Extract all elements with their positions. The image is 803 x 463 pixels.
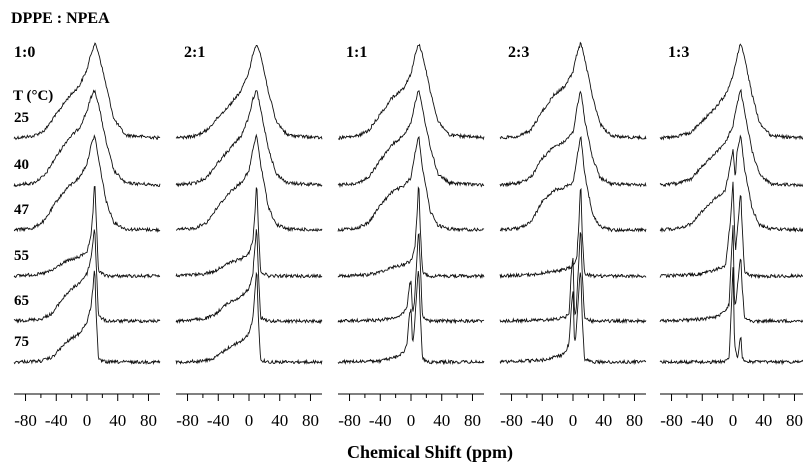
spectrum-line-25 xyxy=(659,43,803,141)
temperature-label-75: 75 xyxy=(14,334,29,350)
temperature-labels: 25 40 47 55 65 75 xyxy=(14,110,30,350)
x-tick-label: -40 xyxy=(369,411,392,430)
spectrum-line-65 xyxy=(13,229,161,324)
spectrum-line-75 xyxy=(13,270,161,366)
temperature-label-40: 40 xyxy=(14,157,29,173)
spectrum-line-47 xyxy=(499,135,647,233)
panel-ratio-label: 1:3 xyxy=(668,44,689,61)
spectrum-line-47 xyxy=(337,135,485,233)
spectrum-line-75 xyxy=(337,270,485,366)
spectrum-line-25 xyxy=(13,42,161,141)
spectrum-line-65 xyxy=(499,232,647,325)
x-axis-label: Chemical Shift (ppm) xyxy=(347,442,513,463)
spectrum-line-40 xyxy=(175,90,323,188)
spectrum-line-55 xyxy=(175,187,323,279)
x-tick-label: 80 xyxy=(140,411,157,430)
spectrum-line-55 xyxy=(13,185,161,279)
spectrum-line-75 xyxy=(659,267,803,366)
x-tick-label: 40 xyxy=(271,411,288,430)
spectra-panels: 1:0 -80 -40 0 40 80 2:1 -80 -40 0 40 80 1:1 -80 -40 0 40… xyxy=(13,41,803,430)
spectrum-line-47 xyxy=(13,134,161,234)
x-tick-label: 40 xyxy=(755,411,772,430)
temperature-column-header: T (°C) xyxy=(13,88,53,104)
x-tick-label: 0 xyxy=(245,411,254,430)
panel-1-0: 1:0 -80 -40 0 40 80 xyxy=(13,42,161,430)
x-tick-label: 40 xyxy=(433,411,450,430)
panel-1-1: 1:1 -80 -40 0 40 80 xyxy=(337,43,485,430)
x-tick-label: -80 xyxy=(338,411,361,430)
x-tick-label: 0 xyxy=(83,411,92,430)
spectrum-line-55 xyxy=(659,181,803,279)
x-tick-label: 0 xyxy=(407,411,416,430)
temperature-label-55: 55 xyxy=(14,248,29,264)
spectrum-line-25 xyxy=(499,41,647,141)
x-tick-label: -40 xyxy=(531,411,554,430)
panel-1-3: 1:3 -80 -40 0 40 80 xyxy=(659,43,803,430)
spectrum-line-47 xyxy=(175,133,323,232)
spectrum-line-65 xyxy=(337,233,485,325)
panel-ratio-label: 2:3 xyxy=(508,44,529,61)
panel-ratio-label: 1:1 xyxy=(346,44,367,61)
panel-2-1: 2:1 -80 -40 0 40 80 xyxy=(175,44,323,430)
x-tick-label: -40 xyxy=(691,411,714,430)
spectrum-line-40 xyxy=(13,89,161,188)
panel-ratio-label: 1:0 xyxy=(14,44,35,61)
spectrum-line-25 xyxy=(338,43,485,141)
x-tick-label: 80 xyxy=(786,411,803,430)
x-tick-label: -40 xyxy=(207,411,230,430)
x-tick-label: -80 xyxy=(14,411,37,430)
spectrum-line-40 xyxy=(499,90,647,188)
x-tick-label: -80 xyxy=(176,411,199,430)
spectrum-line-40 xyxy=(659,88,803,188)
spectrum-line-75 xyxy=(499,272,647,366)
spectrum-line-75 xyxy=(175,271,323,366)
spectrum-line-65 xyxy=(659,225,803,324)
x-tick-label: -80 xyxy=(500,411,523,430)
x-tick-label: -40 xyxy=(45,411,68,430)
x-tick-label: 40 xyxy=(109,411,126,430)
temperature-label-25: 25 xyxy=(14,110,29,126)
spectrum-line-65 xyxy=(175,229,323,325)
x-tick-label: 80 xyxy=(302,411,319,430)
spectrum-line-25 xyxy=(175,44,323,140)
x-tick-label: 40 xyxy=(595,411,612,430)
spectrum-line-47 xyxy=(659,134,803,233)
x-tick-label: 80 xyxy=(626,411,643,430)
figure-title: DPPE : NPEA xyxy=(11,10,110,27)
x-tick-label: 0 xyxy=(729,411,738,430)
panel-2-3: 2:3 -80 -40 0 40 80 xyxy=(499,41,647,430)
x-tick-label: 80 xyxy=(464,411,481,430)
spectrum-line-40 xyxy=(337,90,485,188)
x-tick-label: 0 xyxy=(569,411,578,430)
temperature-label-65: 65 xyxy=(14,293,29,309)
x-tick-label: -80 xyxy=(660,411,683,430)
panel-ratio-label: 2:1 xyxy=(184,44,205,61)
spectrum-line-55 xyxy=(337,186,485,279)
temperature-label-47: 47 xyxy=(14,202,30,218)
